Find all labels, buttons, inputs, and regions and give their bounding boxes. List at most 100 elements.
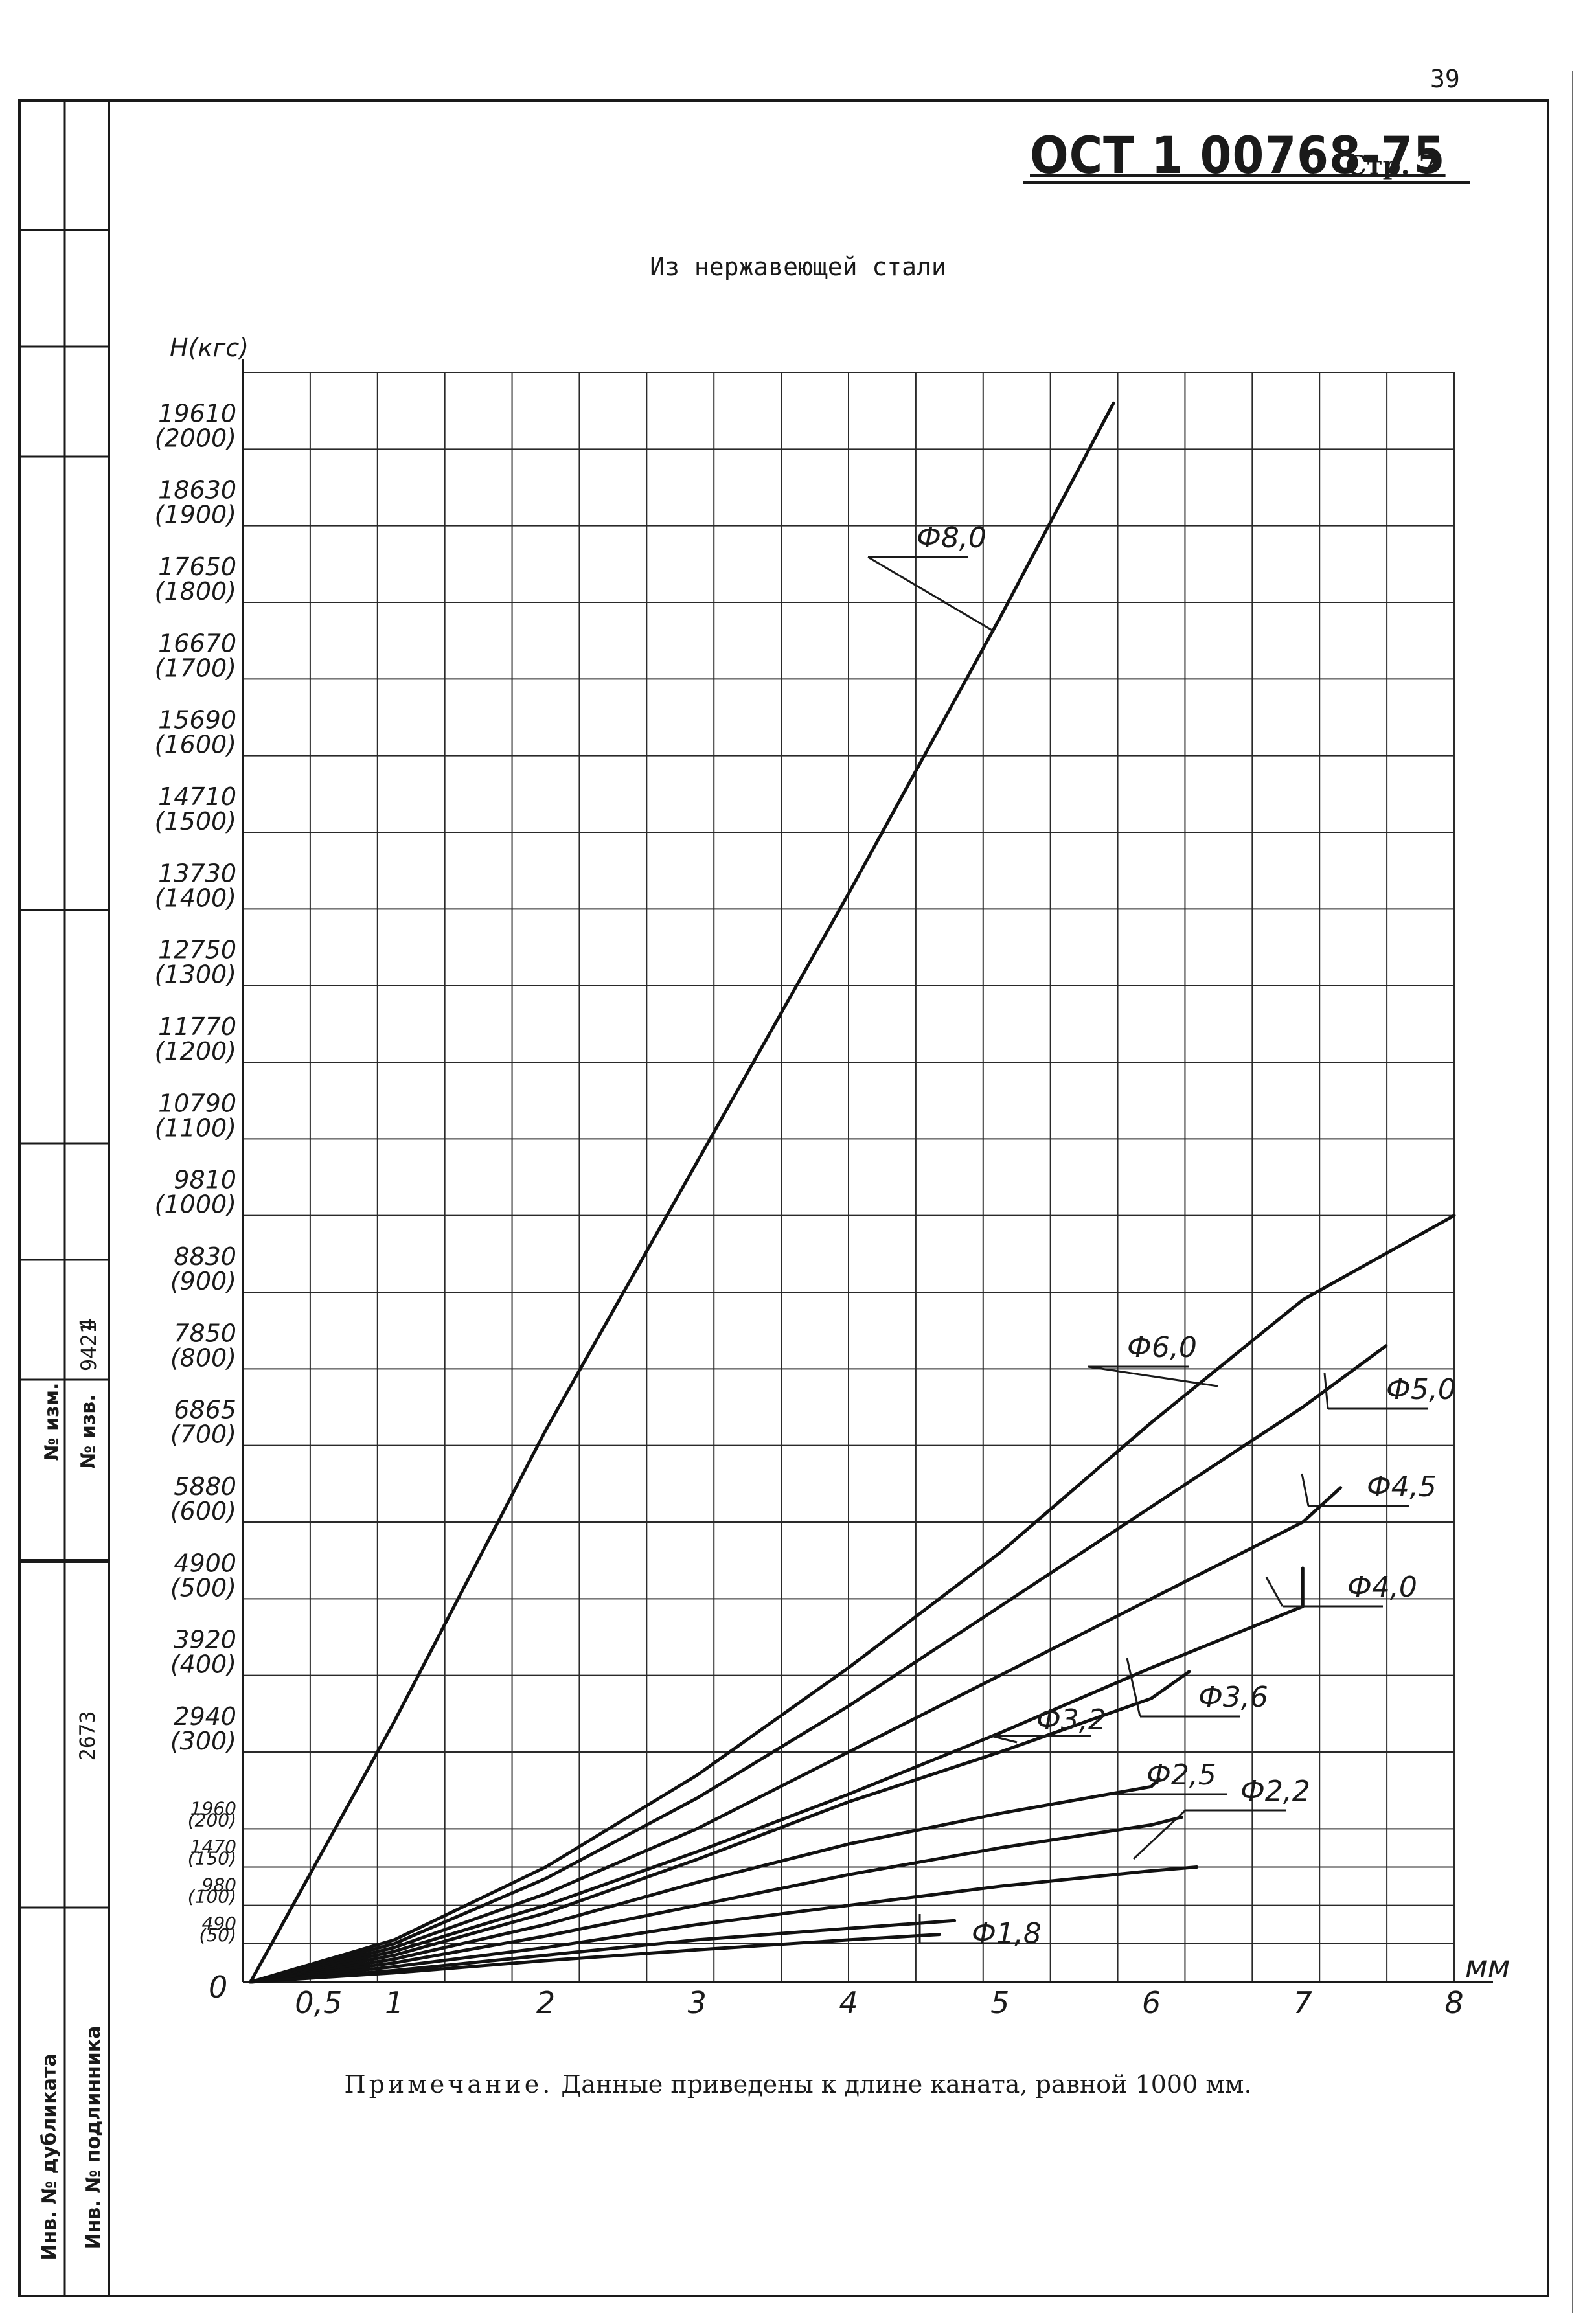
x-tick-label: 4 xyxy=(839,1985,858,2020)
change-no-value: 4 xyxy=(75,1318,100,1330)
series-leader-line xyxy=(1088,1365,1218,1387)
page-number: 39 xyxy=(1430,65,1460,93)
series-label: Ф4,0 xyxy=(1347,1571,1417,1604)
series-leader-line xyxy=(1132,1809,1187,1860)
series-label: Ф1,8 xyxy=(972,1917,1042,1950)
y-tick-label-kgf: (200) xyxy=(188,1809,236,1830)
x-tick-label: 5 xyxy=(990,1985,1009,2020)
series-line xyxy=(249,1865,1199,1984)
x-tick-label: 1 xyxy=(385,1985,404,2020)
original-inv-value: 2673 xyxy=(75,1711,100,1760)
y-tick-label-kgf: (50) xyxy=(200,1924,236,1946)
series-leader-line xyxy=(867,556,995,633)
series-label: Ф3,2 xyxy=(1036,1703,1106,1737)
note-lead: Примечание. xyxy=(344,2070,554,2099)
document-code-rule xyxy=(1023,181,1470,184)
chart-grid xyxy=(242,372,1455,1982)
y-tick-label-newton: 13730 xyxy=(158,859,236,887)
x-tick-label: 7 xyxy=(1294,1985,1312,2020)
x-tick-labels: 0,5 1 2 3 4 5 6 7 8 xyxy=(295,1985,1463,2020)
y-tick-label-kgf: (1800) xyxy=(155,577,236,606)
document-code: ОСТ 1 00768-75 xyxy=(1030,127,1446,185)
y-tick-label-newton: 15690 xyxy=(158,706,236,735)
y-tick-label-newton: 1470 xyxy=(190,1836,236,1858)
y-tick-label-kgf: (1900) xyxy=(155,501,236,529)
x-axis-unit: мм xyxy=(1465,1949,1510,1984)
y-tick-label-newton: 980 xyxy=(202,1874,236,1896)
x-tick-label: 0,5 xyxy=(295,1985,342,2020)
note-text: Данные приведены к длине каната, равной … xyxy=(553,2070,1252,2099)
change-no-label: № изм. xyxy=(41,1383,63,1461)
y-tick-label-newton: 7850 xyxy=(174,1319,236,1347)
y-tick-label-kgf: (2000) xyxy=(155,424,236,452)
series-line xyxy=(249,1670,1191,1984)
series-leader-line xyxy=(1126,1658,1141,1717)
y-tick-label-newton: 16670 xyxy=(158,629,236,657)
y-tick-label-kgf: (400) xyxy=(170,1650,236,1679)
page-frame xyxy=(18,99,1549,2297)
y-tick-label-kgf: (150) xyxy=(188,1848,236,1869)
duplicate-inv-label: Инв. № дубликата xyxy=(38,2053,61,2260)
notice-no-value: 9421 xyxy=(76,1321,101,1371)
y-tick-label-newton: 2940 xyxy=(174,1702,236,1731)
y-axis-label: Н(кгс) xyxy=(170,334,249,362)
y-tick-label-newton: 9810 xyxy=(174,1166,236,1194)
y-tick-label-kgf: (1000) xyxy=(155,1191,236,1219)
note: Примечание. Данные приведены к длине кан… xyxy=(0,2070,1596,2099)
y-tick-labels: 490(50) 980(100) 1470(150) 1960(200) 2940(30… xyxy=(155,399,236,1946)
chart-series xyxy=(249,401,1456,1984)
y-tick-label-kgf: (900) xyxy=(170,1267,236,1295)
y-tick-label-kgf: (600) xyxy=(170,1497,236,1525)
series-labels: Ф8,0 Ф6,0 Ф5,0 Ф4,5 Ф4,0 Ф3,6 Ф3,2 Ф2,5 Ф2,2 Ф1,8 xyxy=(867,521,1456,1950)
y-tick-label-newton: 1960 xyxy=(190,1797,236,1819)
y-tick-label-kgf: (1200) xyxy=(155,1037,236,1065)
y-tick-label-newton: 3920 xyxy=(174,1626,236,1654)
chart-axes xyxy=(242,359,1493,1983)
y-tick-label-newton: 8830 xyxy=(174,1242,236,1271)
y-tick-label-kgf: (1600) xyxy=(155,731,236,759)
x-tick-label: 6 xyxy=(1142,1985,1161,2020)
y-tick-label-newton: 6865 xyxy=(174,1396,236,1424)
x-tick-label: 3 xyxy=(688,1985,707,2020)
y-tick-label-kgf: (1400) xyxy=(155,883,236,912)
y-tick-label-newton: 5880 xyxy=(174,1472,236,1501)
y-tick-label-kgf: (700) xyxy=(170,1420,236,1449)
stamp-block: 4 № изв. 9421 № изм. 2673 Инв. № дублика… xyxy=(19,100,110,2296)
y-tick-label-newton: 18630 xyxy=(158,476,236,505)
y-tick-label-newton: 19610 xyxy=(158,399,236,427)
y-tick-label-kgf: (100) xyxy=(188,1886,236,1908)
series-line xyxy=(249,401,1115,1984)
series-leader-line xyxy=(990,1735,1018,1744)
series-leader-line xyxy=(1323,1373,1329,1409)
original-inv-label: Инв. № подлинника xyxy=(82,2026,105,2250)
x-tick-label: 2 xyxy=(536,1985,555,2020)
y-tick-label-kgf: (1100) xyxy=(155,1113,236,1142)
series-line xyxy=(249,1777,1161,1984)
y-tick-label-newton: 17650 xyxy=(158,553,236,581)
series-leader-line xyxy=(1265,1577,1284,1607)
y-tick-label-kgf: (1500) xyxy=(155,807,236,836)
series-label: Ф2,2 xyxy=(1240,1775,1310,1808)
series-label: Ф8,0 xyxy=(917,521,986,554)
series-label: Ф6,0 xyxy=(1127,1331,1197,1364)
series-line xyxy=(249,1919,957,1984)
y-tick-label-kgf: (800) xyxy=(170,1343,236,1372)
y-tick-label-newton: 10790 xyxy=(158,1089,236,1117)
origin-label: 0 xyxy=(209,1970,227,2005)
series-line xyxy=(249,1344,1388,1984)
x-tick-label: 8 xyxy=(1444,1985,1463,2020)
series-line xyxy=(249,1816,1183,1984)
series-line xyxy=(249,1933,941,1984)
series-line xyxy=(249,1566,1305,1984)
series-line xyxy=(249,1214,1456,1984)
document-page: Стр. 7 xyxy=(1346,150,1437,181)
y-tick-label-kgf: (500) xyxy=(170,1573,236,1602)
series-label: Ф5,0 xyxy=(1386,1373,1456,1406)
y-tick-label-newton: 11770 xyxy=(158,1012,236,1041)
y-tick-label-kgf: (1300) xyxy=(155,961,236,989)
series-label: Ф2,5 xyxy=(1146,1759,1216,1792)
series-leader-line xyxy=(1301,1473,1310,1507)
y-tick-label-newton: 14710 xyxy=(158,782,236,811)
y-tick-label-newton: 12750 xyxy=(158,936,236,964)
